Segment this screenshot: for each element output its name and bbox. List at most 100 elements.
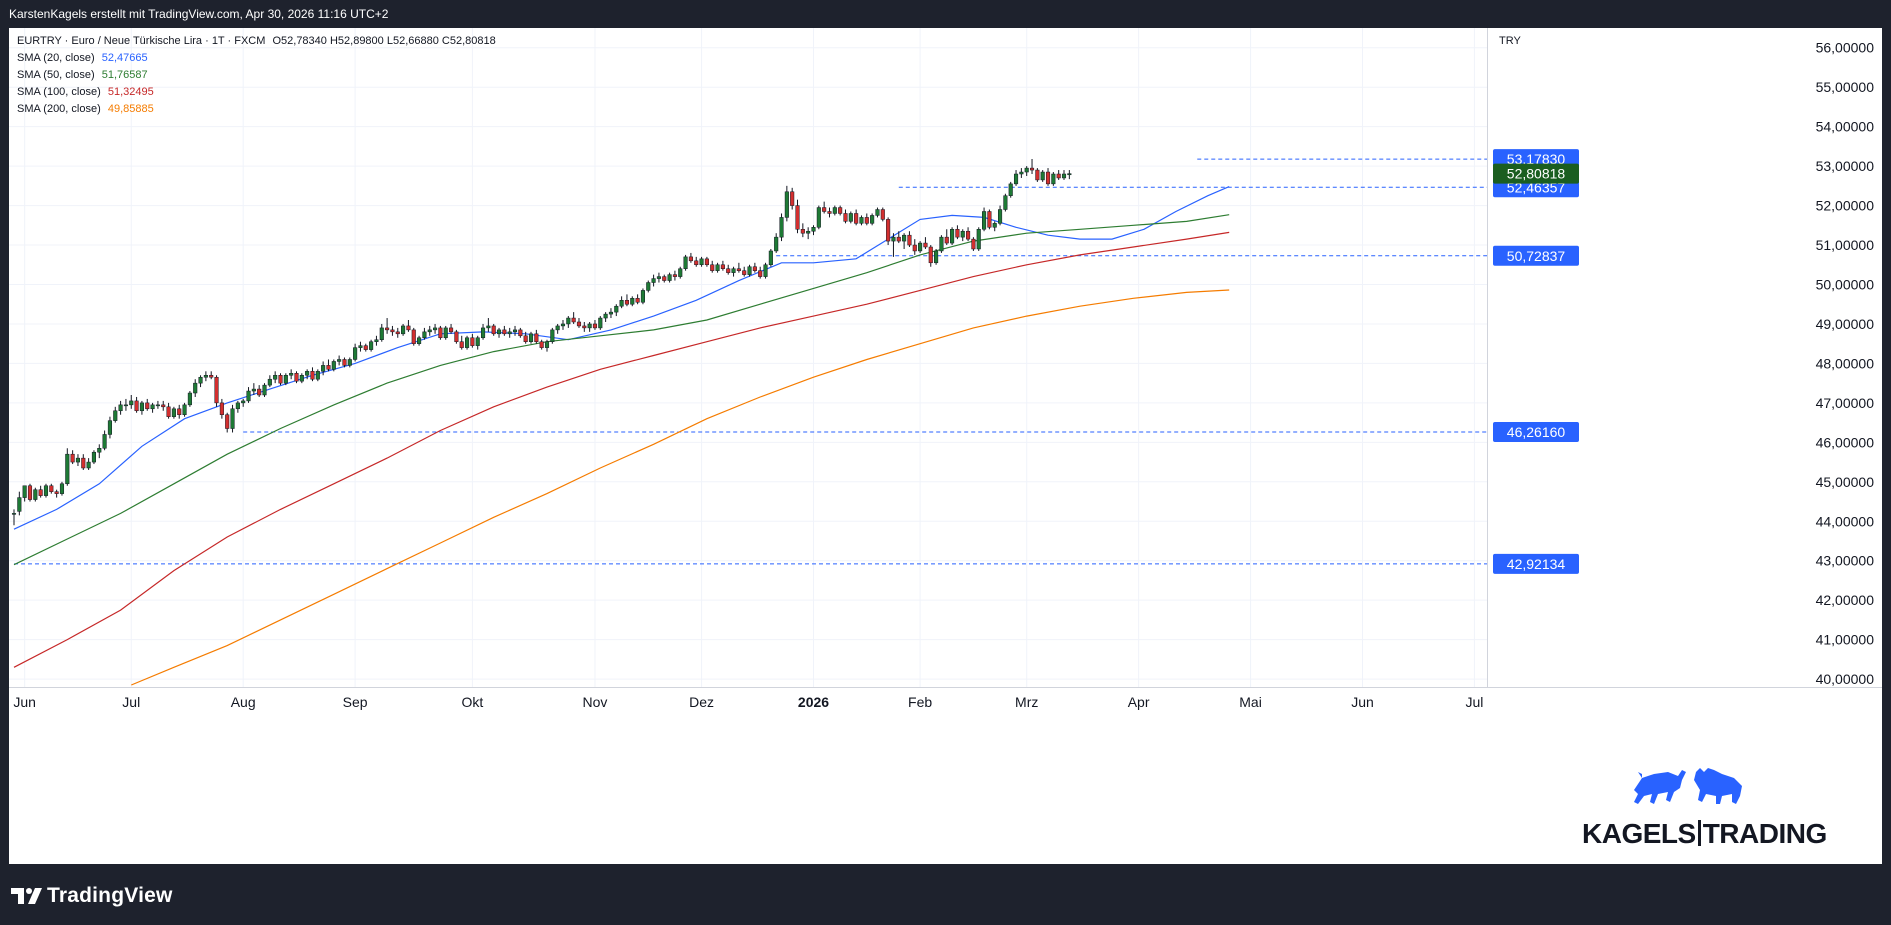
candle[interactable] xyxy=(11,509,17,526)
candle[interactable] xyxy=(816,205,821,230)
candle[interactable] xyxy=(534,329,539,344)
candle[interactable] xyxy=(683,254,688,271)
candle[interactable] xyxy=(710,260,715,273)
candle[interactable] xyxy=(752,262,757,273)
candle[interactable] xyxy=(294,371,299,384)
candle[interactable] xyxy=(203,371,208,382)
candle[interactable] xyxy=(182,402,187,417)
candle[interactable] xyxy=(1035,168,1040,182)
price-line-label[interactable]: 53,17830 xyxy=(1507,151,1566,167)
candle[interactable] xyxy=(1040,170,1045,182)
sma-line[interactable] xyxy=(131,289,1230,686)
candle[interactable] xyxy=(832,205,837,216)
candle[interactable] xyxy=(385,318,390,334)
price-line-label-bg[interactable] xyxy=(1493,245,1579,266)
candle[interactable] xyxy=(870,213,875,226)
candle[interactable] xyxy=(587,321,592,332)
candle[interactable] xyxy=(742,266,747,277)
candle[interactable] xyxy=(123,398,128,411)
candle[interactable] xyxy=(470,333,475,348)
candle[interactable] xyxy=(939,235,944,253)
candle[interactable] xyxy=(774,233,779,253)
last-price-label-bg[interactable] xyxy=(1493,163,1579,184)
candle[interactable] xyxy=(273,371,278,384)
sma-line[interactable] xyxy=(13,231,1230,668)
candle[interactable] xyxy=(592,320,598,330)
candle[interactable] xyxy=(523,331,528,344)
candle[interactable] xyxy=(854,209,859,226)
candle[interactable] xyxy=(976,227,981,251)
candle[interactable] xyxy=(358,341,363,352)
candle[interactable] xyxy=(379,323,384,342)
candle[interactable] xyxy=(992,221,997,232)
candle[interactable] xyxy=(91,450,97,465)
candle[interactable] xyxy=(22,485,27,502)
candle[interactable] xyxy=(161,400,166,411)
candle[interactable] xyxy=(59,481,65,496)
candle[interactable] xyxy=(267,375,272,388)
candle[interactable] xyxy=(966,227,971,242)
candle[interactable] xyxy=(97,444,102,459)
candle[interactable] xyxy=(608,308,614,319)
candle[interactable] xyxy=(219,398,224,419)
candle[interactable] xyxy=(1019,168,1024,178)
candle[interactable] xyxy=(880,207,885,222)
candle[interactable] xyxy=(310,367,315,382)
candle[interactable] xyxy=(715,262,720,273)
candle[interactable] xyxy=(960,229,965,242)
candle[interactable] xyxy=(512,325,518,336)
candle[interactable] xyxy=(662,274,667,283)
candle[interactable] xyxy=(299,373,304,384)
candle[interactable] xyxy=(278,373,283,386)
candle[interactable] xyxy=(390,325,395,336)
candle[interactable] xyxy=(576,318,582,328)
candle[interactable] xyxy=(369,339,374,352)
price-line-label[interactable]: 46,26160 xyxy=(1507,424,1566,440)
candle[interactable] xyxy=(784,185,789,222)
candle[interactable] xyxy=(582,321,587,332)
candle[interactable] xyxy=(971,237,976,251)
candle[interactable] xyxy=(187,391,192,407)
candle[interactable] xyxy=(454,329,459,344)
candle[interactable] xyxy=(491,323,496,336)
candle[interactable] xyxy=(864,213,869,226)
candle[interactable] xyxy=(65,448,70,486)
candle[interactable] xyxy=(145,398,150,411)
candle[interactable] xyxy=(694,256,699,267)
price-line-label[interactable]: 50,72837 xyxy=(1507,248,1566,264)
candle[interactable] xyxy=(720,260,725,271)
candle[interactable] xyxy=(566,316,571,328)
candle[interactable] xyxy=(459,335,464,350)
candle[interactable] xyxy=(1061,170,1067,180)
candle[interactable] xyxy=(433,323,438,334)
candle[interactable] xyxy=(321,361,326,376)
candle[interactable] xyxy=(1003,193,1008,212)
candle[interactable] xyxy=(363,343,368,352)
candle[interactable] xyxy=(667,272,672,283)
candle[interactable] xyxy=(305,369,310,380)
candle[interactable] xyxy=(518,327,523,338)
price-line-label-bg[interactable] xyxy=(1493,422,1579,443)
candle[interactable] xyxy=(246,387,251,403)
indicator-sma20[interactable]: SMA (20, close) 52,47665 xyxy=(17,50,496,67)
candle[interactable] xyxy=(438,325,443,340)
candle[interactable] xyxy=(555,323,560,334)
candle[interactable] xyxy=(875,207,880,218)
candle[interactable] xyxy=(827,207,832,218)
candle[interactable] xyxy=(134,396,139,413)
candle[interactable] xyxy=(1051,172,1056,186)
candle[interactable] xyxy=(49,483,54,494)
candle[interactable] xyxy=(688,252,693,263)
candle[interactable] xyxy=(449,323,454,334)
candle[interactable] xyxy=(731,266,736,277)
candle[interactable] xyxy=(480,323,486,340)
candle[interactable] xyxy=(859,215,864,226)
candle[interactable] xyxy=(795,199,800,234)
candle[interactable] xyxy=(678,266,683,279)
candle[interactable] xyxy=(619,296,624,309)
candle[interactable] xyxy=(800,223,805,238)
candle[interactable] xyxy=(107,416,112,439)
candle[interactable] xyxy=(241,398,246,407)
candle[interactable] xyxy=(928,245,933,267)
candle[interactable] xyxy=(614,304,619,317)
